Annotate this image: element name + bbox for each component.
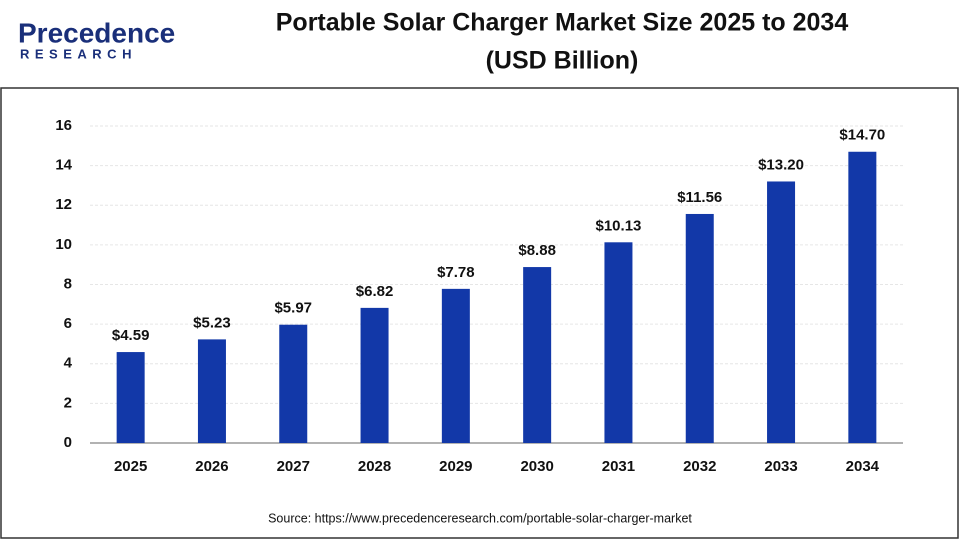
- x-tick-label: 2030: [520, 458, 553, 475]
- x-tick-label: 2032: [683, 458, 716, 475]
- value-label: $11.56: [677, 189, 722, 206]
- x-tick-label: 2031: [602, 458, 635, 475]
- logo: Precedence RESEARCH: [18, 17, 175, 61]
- y-tick-label: 12: [55, 196, 72, 213]
- bar: [279, 324, 308, 443]
- value-label: $10.13: [596, 217, 642, 234]
- value-label: $14.70: [839, 127, 885, 144]
- value-label: $8.88: [518, 242, 556, 259]
- x-tick-label: 2025: [114, 458, 147, 475]
- x-tick-label: 2028: [358, 458, 391, 475]
- x-tick-label: 2027: [277, 458, 310, 475]
- y-tick-label: 6: [64, 315, 72, 332]
- x-tick-label: 2029: [439, 458, 472, 475]
- value-label: $4.59: [112, 327, 150, 344]
- x-tick-label: 2026: [195, 458, 228, 475]
- chart-title: Portable Solar Charger Market Size 2025 …: [276, 9, 849, 37]
- bar: [197, 339, 226, 443]
- bar: [604, 242, 633, 443]
- value-label: $5.97: [274, 300, 312, 317]
- bar: [360, 307, 389, 443]
- source: Source: https://www.precedenceresearch.c…: [268, 511, 692, 525]
- y-tick-label: 4: [64, 355, 73, 372]
- y-tick-label: 16: [55, 117, 72, 134]
- x-tick-label: 2033: [764, 458, 797, 475]
- bar: [767, 181, 796, 443]
- logo-name: Precedence: [18, 17, 175, 48]
- bar: [685, 213, 714, 443]
- x-tick-label: 2034: [846, 458, 880, 475]
- chart-subtitle: (USD Billion): [486, 47, 639, 75]
- bar: [441, 288, 470, 443]
- bar: [116, 352, 145, 443]
- y-tick-label: 14: [55, 157, 72, 174]
- value-label: $6.82: [356, 283, 394, 300]
- bar: [523, 267, 552, 443]
- value-label: $13.20: [758, 156, 804, 173]
- chart-frame: [0, 87, 959, 539]
- y-tick-label: 2: [64, 394, 72, 411]
- bar: [848, 151, 877, 443]
- y-tick-label: 8: [64, 275, 72, 292]
- y-tick-label: 10: [55, 236, 72, 253]
- logo-tagline: RESEARCH: [20, 46, 137, 61]
- value-label: $7.78: [437, 264, 475, 281]
- value-label: $5.23: [193, 314, 231, 331]
- y-tick-label: 0: [64, 434, 72, 451]
